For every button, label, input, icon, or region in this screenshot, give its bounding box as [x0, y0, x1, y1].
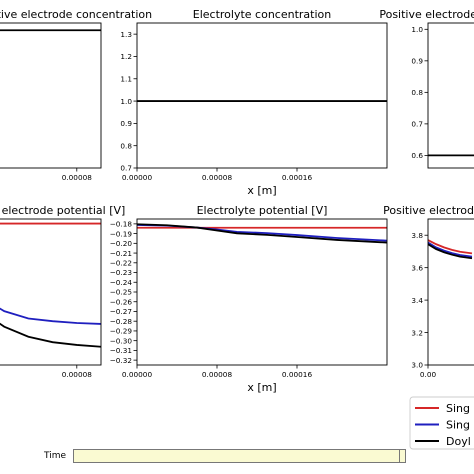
chart-title: Negative electrode potential [V] — [0, 204, 125, 217]
y-tick-label: −0.20 — [110, 239, 133, 248]
y-tick-label: 0.7 — [411, 120, 423, 129]
x-tick-label: 0.00 — [420, 370, 437, 379]
chart-title: Positive electrode concentration — [379, 8, 474, 21]
chart-title: Negative electrode concentration — [0, 8, 152, 21]
y-tick-label: −0.19 — [110, 229, 133, 238]
y-tick-label: 1.3 — [120, 30, 132, 39]
series-line-2 — [0, 307, 101, 325]
y-tick-label: 0.7 — [120, 164, 132, 173]
x-tick-label: 0.00008 — [202, 173, 233, 182]
y-tick-label: −0.29 — [110, 327, 133, 336]
series-line-1 — [428, 239, 473, 255]
chart-panel-3: 0.6 0.7 0.8 0.9 1.0 Positive electrode concen… — [379, 8, 474, 169]
y-tick-label: 0.9 — [120, 119, 132, 128]
y-tick-label: −0.26 — [110, 297, 133, 306]
x-tick-label: 0.00000 — [122, 370, 153, 379]
y-tick-label: −0.30 — [110, 336, 133, 345]
legend-label: Doyl — [446, 435, 471, 448]
chart-panel-4: 0.00008 Negative electrode potential [V] — [0, 204, 125, 379]
plot-frame — [0, 22, 102, 169]
plot-frame — [0, 218, 102, 366]
y-tick-label: −0.25 — [110, 288, 132, 297]
plot-frame — [136, 22, 388, 169]
y-tick-label: 1.0 — [411, 25, 423, 34]
chart-panel-2: 0.7 0.8 0.9 1.0 1.1 1.2 1.3 0.00000 0.00008 0.000… — [120, 8, 388, 197]
x-axis-label: x [m] — [247, 184, 276, 197]
x-tick-label: 0.00016 — [282, 173, 313, 182]
legend: Sing Sing Doyl — [409, 396, 474, 450]
y-tick-label: 0.8 — [120, 141, 132, 150]
y-tick-label: 1.2 — [120, 52, 132, 61]
chart-title: Electrolyte concentration — [193, 8, 332, 21]
series-group — [137, 223, 387, 244]
y-tick-label: −0.22 — [110, 259, 132, 268]
series-line-3 — [0, 322, 101, 348]
x-tick-label: 0.00000 — [122, 173, 153, 182]
y-tick-label: 3.2 — [411, 328, 423, 337]
x-tick-label: 0.00016 — [282, 370, 313, 379]
y-tick-label: 0.6 — [411, 151, 423, 160]
y-tick-label: −0.21 — [110, 249, 132, 258]
plot-frame — [427, 218, 474, 366]
y-tick-label: −0.28 — [110, 317, 133, 326]
y-tick-label: 1.0 — [120, 97, 132, 106]
plot-frame — [427, 22, 474, 169]
chart-title: Positive electrode potential [V] — [383, 204, 474, 217]
time-slider-handle[interactable] — [400, 449, 406, 463]
y-tick-label: 1.1 — [120, 74, 132, 83]
legend-label: Sing — [446, 419, 470, 432]
chart-title: Electrolyte potential [V] — [197, 204, 328, 217]
series-line-2 — [428, 241, 473, 258]
x-tick-label: 0.00008 — [62, 173, 93, 182]
series-line-3 — [428, 243, 473, 260]
chart-panel-6: 3.0 3.2 3.4 3.6 3.8 0.00 Positive electrode po… — [383, 204, 474, 379]
x-axis-label: x [m] — [247, 381, 276, 394]
y-tick-label: 3.8 — [411, 231, 423, 240]
y-tick-label: −0.24 — [110, 278, 133, 287]
legend-label: Sing — [446, 402, 470, 415]
chart-panel-1: 0.00008 Negative electrode concentration — [0, 8, 152, 182]
x-tick-label: 0.00008 — [62, 370, 93, 379]
chart-panel-5: −0.18−0.19−0.20−0.21−0.22−0.23−0.24−0.25… — [110, 204, 388, 394]
x-tick-label: 0.00008 — [202, 370, 233, 379]
time-slider-track[interactable] — [73, 449, 400, 463]
y-tick-label: 3.6 — [411, 263, 423, 272]
time-slider-label: Time — [44, 451, 67, 461]
y-tick-label: 0.9 — [411, 57, 423, 66]
y-tick-label: −0.18 — [110, 220, 133, 229]
series-group — [0, 222, 101, 348]
y-tick-label: −0.31 — [110, 346, 132, 355]
series-line-3 — [137, 223, 387, 244]
y-tick-label: −0.27 — [110, 307, 133, 316]
y-tick-label: −0.23 — [110, 268, 133, 277]
y-tick-label: 3.0 — [411, 361, 423, 370]
y-tick-label: 3.4 — [411, 296, 423, 305]
legend-frame — [409, 396, 474, 450]
y-tick-label: −0.32 — [110, 356, 132, 365]
y-tick-label: 0.8 — [411, 88, 423, 97]
series-group — [428, 239, 473, 260]
